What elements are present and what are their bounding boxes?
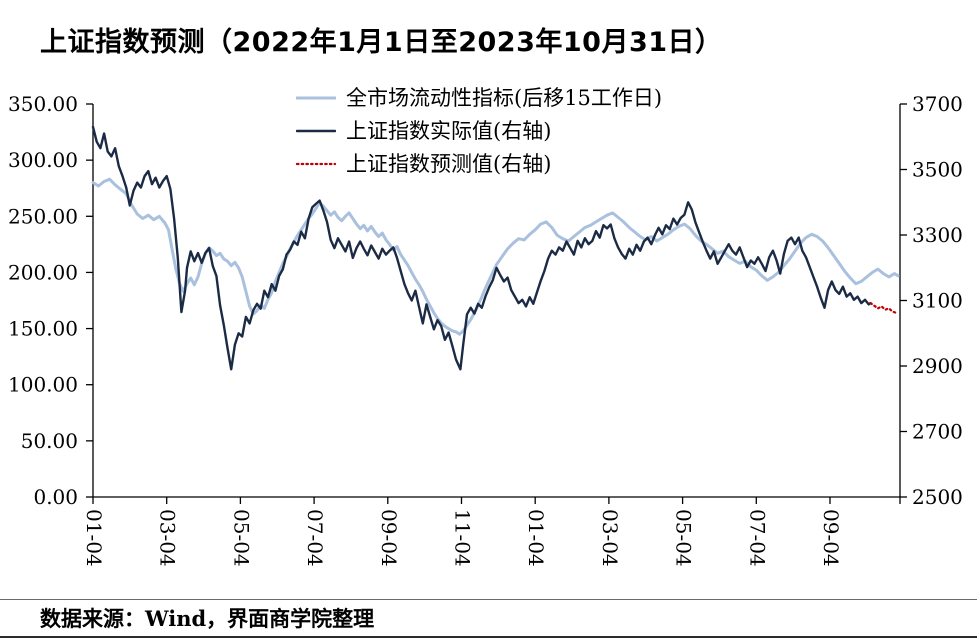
legend-item-liquidity: 全市场流动性指标(后移15工作日) — [296, 85, 662, 111]
data-source-note: 数据来源：Wind，界面商学院整理 — [40, 606, 375, 631]
legend-line-sample — [296, 129, 336, 133]
x-axis-label: 05-04 — [229, 509, 253, 567]
left-axis-label: 100.00 — [8, 373, 78, 397]
right-axis-label: 2900 — [912, 354, 963, 378]
legend-item-forecast: 上证指数预测值(右轴) — [296, 151, 662, 177]
legend-label-forecast: 上证指数预测值(右轴) — [346, 152, 552, 176]
legend-item-actual: 上证指数实际值(右轴) — [296, 118, 662, 144]
x-axis-label: 05-04 — [672, 509, 696, 567]
x-axis-label: 09-04 — [377, 509, 401, 567]
legend-line-sample — [296, 162, 336, 166]
footer-bar: 数据来源：Wind，界面商学院整理 — [0, 599, 977, 638]
chart-legend: 全市场流动性指标(后移15工作日) 上证指数实际值(右轴) 上证指数预测值(右轴… — [296, 85, 662, 177]
chart-title: 上证指数预测（2022年1月1日至2023年10月31日） — [40, 27, 723, 58]
axes — [86, 103, 907, 504]
right-axis-label: 2500 — [912, 485, 963, 509]
x-axis-label: 07-04 — [745, 509, 769, 567]
x-axis-label: 03-04 — [156, 509, 180, 567]
left-axis-label: 250.00 — [8, 204, 78, 228]
x-axis-label: 01-04 — [82, 509, 106, 567]
right-axis-label: 3500 — [912, 158, 963, 182]
left-axis-label: 300.00 — [8, 148, 78, 172]
left-axis-label: 50.00 — [21, 429, 78, 453]
left-axis-label: 350.00 — [8, 92, 78, 116]
axis-labels: 350.00 300.00 250.00 200.00 150.00 100.00 50.0… — [8, 92, 963, 567]
left-axis-label: 200.00 — [8, 260, 78, 284]
x-axis-label: 09-04 — [819, 509, 843, 567]
right-axis-label: 3100 — [912, 289, 963, 313]
right-axis-label: 3300 — [912, 223, 963, 247]
left-axis-label: 150.00 — [8, 317, 78, 341]
x-axis-label: 03-04 — [598, 509, 622, 567]
series-line-2 — [869, 302, 898, 314]
x-axis-label: 01-04 — [524, 509, 548, 567]
liquidity-line-swatch — [296, 94, 336, 102]
legend-line-sample — [296, 96, 336, 100]
forecast-line-swatch — [296, 160, 336, 168]
left-axis-label: 0.00 — [33, 485, 78, 509]
x-axis-label: 07-04 — [303, 509, 327, 567]
legend-label-actual: 上证指数实际值(右轴) — [346, 119, 552, 143]
series-line-1 — [91, 125, 872, 371]
right-axis-label: 2700 — [912, 420, 963, 444]
actual-line-swatch — [296, 127, 336, 135]
x-axis-label: 11-04 — [451, 509, 475, 567]
legend-label-liquidity: 全市场流动性指标(后移15工作日) — [346, 86, 663, 110]
right-axis-label: 3700 — [912, 92, 963, 116]
series-line-0 — [91, 177, 900, 336]
